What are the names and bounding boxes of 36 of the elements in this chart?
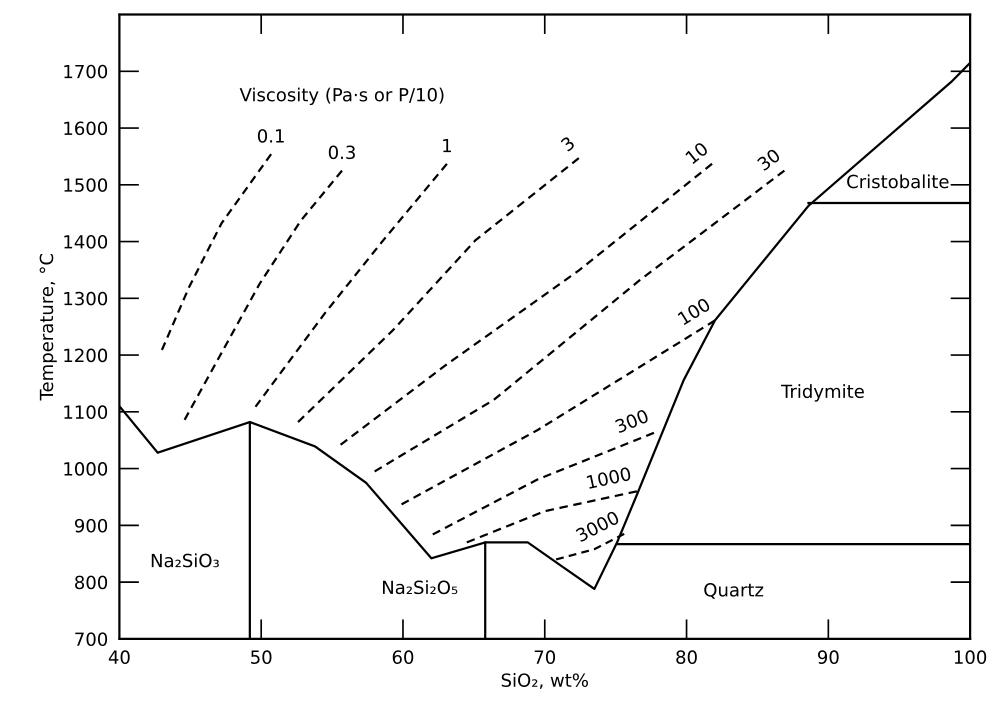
text: 100	[677, 297, 712, 326]
y-tick-label: 1000	[64, 462, 108, 476]
series-label: 0.1	[258, 129, 284, 143]
annotation: Cristobalite	[847, 174, 949, 188]
y-tick-label: 1600	[64, 122, 108, 136]
y-tick-label: 700	[75, 632, 108, 646]
text: 3000	[575, 510, 620, 542]
annotation: Na₂SiO₃	[152, 553, 219, 568]
x-tick-label: 70	[534, 650, 556, 664]
annotation: Na₂Si₂O₅	[382, 580, 458, 594]
x-tick-label: 50	[251, 650, 272, 664]
y-tick-label: 1100	[64, 405, 108, 419]
y-tick-label: 800	[75, 576, 108, 590]
x-axis-title: SiO₂, wt%	[502, 673, 588, 689]
y-tick-label: 1300	[64, 292, 108, 306]
x-tick-label: 90	[818, 650, 839, 664]
y-tick-label: 1500	[64, 178, 108, 192]
text: 3	[560, 136, 576, 152]
x-tick-label: 100	[954, 650, 986, 664]
text: 10	[684, 141, 709, 164]
x-tick-label: 60	[392, 650, 414, 664]
text: 300	[614, 408, 650, 434]
x-tick-label: 80	[676, 650, 697, 664]
y-tick-label: 1700	[64, 64, 108, 78]
y-axis-title: Temperature, °C	[40, 254, 57, 400]
y-tick-label: 1200	[64, 348, 108, 362]
y-tick-label: 900	[74, 518, 108, 532]
text: 1000	[586, 466, 632, 490]
series-label: 0.3	[328, 146, 355, 160]
annotation: Quartz	[704, 583, 764, 599]
annotation: Viscosity (Pa·s or P/10)	[240, 88, 444, 106]
text: 30	[756, 148, 782, 172]
y-tick-label: 1400	[64, 235, 108, 249]
annotation: Tridymite	[781, 384, 864, 402]
series-label: 1	[443, 138, 452, 152]
x-tick-label: 40	[108, 650, 130, 664]
